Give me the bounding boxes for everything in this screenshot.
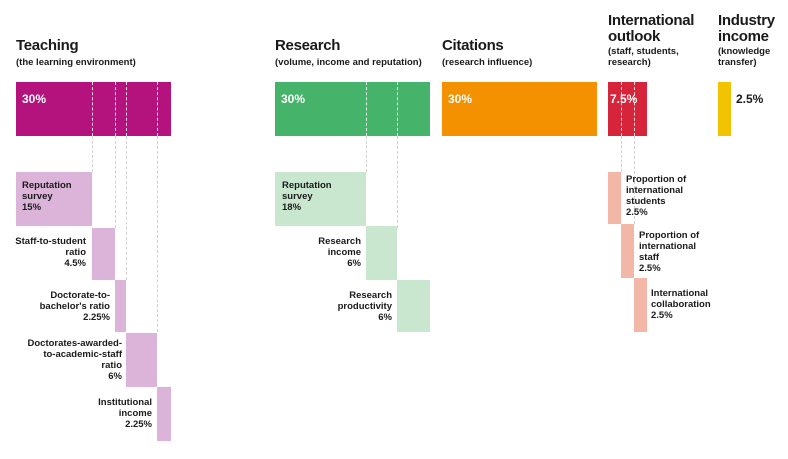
citations-percent: 30% <box>448 92 473 106</box>
teaching-doctorate-bachelor-label: Doctorate-to-bachelor's ratio 2.25% <box>39 290 110 323</box>
industry-title: Industry income <box>718 12 775 45</box>
citations-title: Citations <box>442 37 504 54</box>
industry-percent: 2.5% <box>736 92 764 106</box>
teaching-institutional-income-value: 2.25% <box>125 419 152 430</box>
teaching-doctorates-staff-value: 6% <box>108 371 122 382</box>
citations-subtitle: (research influence) <box>442 57 533 68</box>
international-students-block <box>608 172 621 224</box>
international-collaboration-block <box>634 278 647 332</box>
industry-bar <box>718 82 731 136</box>
research-subtitle: (volume, income and reputation) <box>275 57 422 68</box>
research-title: Research <box>275 37 341 54</box>
international-bar: 7.5% <box>608 82 647 136</box>
teaching-institutional-income-block <box>157 387 171 441</box>
international-students-label: Proportion of international students 2.5% <box>626 174 687 218</box>
teaching-staff-student-label: Staff-to-student ratio 4.5% <box>15 236 86 269</box>
teaching-title: Teaching <box>16 37 79 54</box>
research-income-label: Research income 6% <box>318 236 361 269</box>
teaching-percent: 30% <box>22 92 47 106</box>
teaching-doctorates-staff-label: Doctorates-awarded-to-academic-staff rati… <box>27 338 123 382</box>
international-subtitle: (staff, students, research) <box>608 46 679 68</box>
teaching-reputation-survey-label: Reputation survey 15% <box>22 180 72 213</box>
industry-subtitle: (knowledge transfer) <box>718 46 771 68</box>
research-bar: 30% <box>275 82 430 136</box>
research-percent: 30% <box>281 92 306 106</box>
teaching-bar: 30% <box>16 82 171 136</box>
research-reputation-survey-block: Reputation survey 18% <box>275 172 366 226</box>
research-productivity-block <box>397 280 430 332</box>
research-income-block <box>366 226 397 280</box>
international-staff-block <box>621 224 634 278</box>
research-income-value: 6% <box>347 258 361 269</box>
international-collaboration-label: International collaboration 2.5% <box>651 288 711 321</box>
research-productivity-label: Research productivity 6% <box>337 290 392 323</box>
teaching-doctorate-bachelor-value: 2.25% <box>83 312 110 323</box>
international-percent: 7.5% <box>610 92 638 106</box>
international-staff-label: Proportion of international staff 2.5% <box>639 230 700 274</box>
research-productivity-value: 6% <box>378 312 392 323</box>
citations-bar: 30% <box>442 82 597 136</box>
research-reputation-survey-label: Reputation survey 18% <box>282 180 332 213</box>
teaching-institutional-income-label: Institutional income 2.25% <box>98 397 152 430</box>
teaching-subtitle: (the learning environment) <box>16 57 136 68</box>
teaching-doctorates-staff-block <box>126 333 157 387</box>
international-staff-value: 2.5% <box>639 263 661 274</box>
teaching-doctorate-bachelor-block <box>115 280 126 332</box>
teaching-staff-student-block <box>92 228 115 280</box>
international-collaboration-value: 2.5% <box>651 310 673 321</box>
teaching-staff-student-value: 4.5% <box>64 258 86 269</box>
teaching-reputation-survey-value: 15% <box>22 202 42 213</box>
research-reputation-survey-value: 18% <box>282 202 302 213</box>
international-students-value: 2.5% <box>626 207 648 218</box>
teaching-reputation-survey-block: Reputation survey 15% <box>16 172 92 226</box>
international-title: International outlook <box>608 12 695 45</box>
